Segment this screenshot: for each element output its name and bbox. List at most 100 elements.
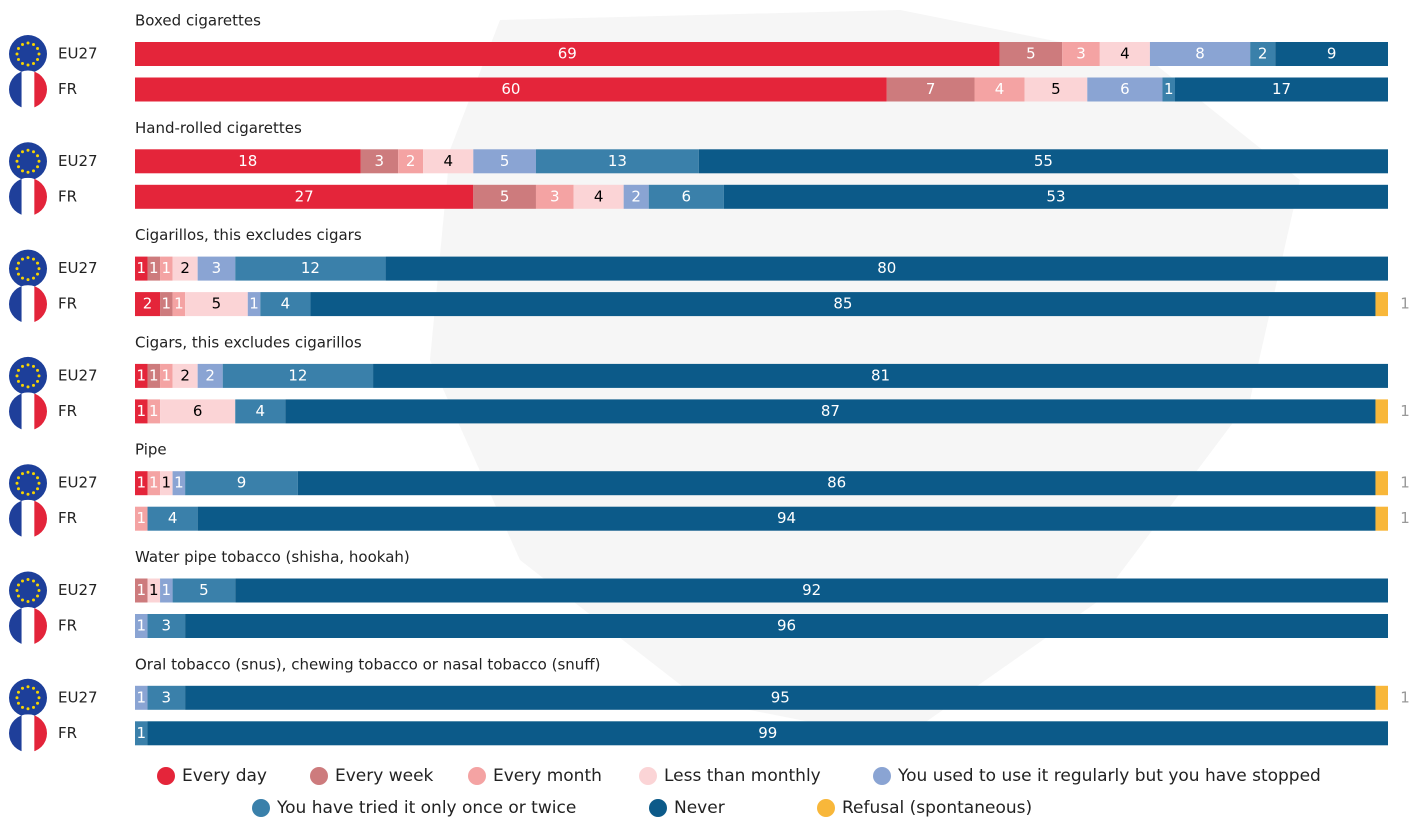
eu-star xyxy=(26,148,30,152)
legend-label: You used to use it regularly but you hav… xyxy=(897,766,1321,786)
value-label: 6 xyxy=(193,402,203,420)
value-label: 1 xyxy=(1400,688,1410,706)
value-label: 1 xyxy=(136,402,146,420)
group-label: Hand-rolled cigarettes xyxy=(135,119,302,137)
bar-segment xyxy=(160,471,173,496)
bar-segment xyxy=(172,471,186,496)
value-label: 1 xyxy=(1400,402,1410,420)
fr-blue xyxy=(9,70,22,109)
value-label: 7 xyxy=(926,80,936,98)
eu-star xyxy=(36,701,40,705)
eu-star xyxy=(15,696,19,700)
bar-segment xyxy=(185,292,248,317)
bar-segment xyxy=(398,149,424,174)
value-label: 5 xyxy=(199,581,209,599)
value-label: 92 xyxy=(802,581,821,599)
value-label: 53 xyxy=(1046,187,1065,205)
row-label: FR xyxy=(58,617,77,635)
fr-blue xyxy=(9,607,22,645)
bar-segment xyxy=(373,363,1388,388)
value-label: 1 xyxy=(162,474,172,492)
eu-star xyxy=(15,159,19,163)
fr-red xyxy=(34,607,47,645)
bar-segment xyxy=(160,399,236,424)
bar-segment xyxy=(172,256,198,281)
value-label: 95 xyxy=(771,688,790,706)
eu-star xyxy=(37,52,41,56)
eu-star xyxy=(36,58,40,61)
eu-flag xyxy=(9,142,47,181)
bar-segment xyxy=(197,256,236,281)
fr-white xyxy=(21,714,35,753)
eu-star xyxy=(32,364,35,368)
value-label: 17 xyxy=(1272,80,1291,98)
legend-swatch xyxy=(873,767,891,785)
bar-segment xyxy=(648,184,724,209)
bar-segment xyxy=(235,399,286,424)
bar-segment xyxy=(147,256,161,281)
bar-segment xyxy=(1375,506,1388,531)
eu-flag xyxy=(9,571,47,610)
value-label: 1 xyxy=(174,295,184,313)
value-label: 1 xyxy=(174,474,184,492)
eu-star xyxy=(26,170,30,174)
value-label: 27 xyxy=(295,187,314,205)
eu-star xyxy=(26,63,30,67)
eu-star xyxy=(15,52,19,56)
bar-segment xyxy=(698,149,1388,174)
row-label: FR xyxy=(58,295,77,313)
eu-star xyxy=(15,589,19,592)
eu-star xyxy=(37,589,41,592)
bar-segment xyxy=(147,721,1388,746)
eu-star xyxy=(21,150,24,154)
eu-star xyxy=(36,47,40,50)
row-label: EU27 xyxy=(58,474,98,492)
value-label: 55 xyxy=(1034,152,1053,170)
row-label: EU27 xyxy=(58,688,98,706)
eu-star xyxy=(16,476,20,480)
eu-star xyxy=(16,47,20,50)
value-label: 96 xyxy=(777,617,796,635)
eu-flag xyxy=(9,464,47,503)
value-label: 1 xyxy=(136,474,146,492)
value-label: 2 xyxy=(205,366,215,384)
row-label: EU27 xyxy=(58,45,98,63)
bar-segment xyxy=(1087,77,1163,102)
value-label: 18 xyxy=(238,152,257,170)
eu-star xyxy=(21,257,24,261)
eu-star xyxy=(21,169,24,173)
value-label: 8 xyxy=(1195,45,1205,63)
bar-segment xyxy=(135,363,148,388)
value-label: 1 xyxy=(136,259,146,277)
eu-star xyxy=(32,472,35,476)
group-label: Cigarillos, this excludes cigars xyxy=(135,226,362,244)
bar-segment xyxy=(623,184,649,209)
legend-label: Every week xyxy=(335,766,434,786)
bar-segment xyxy=(135,685,148,710)
bar-segment xyxy=(135,721,148,746)
eu-star xyxy=(32,276,35,280)
eu-star xyxy=(16,379,20,383)
fr-red xyxy=(34,714,47,753)
legend-swatch xyxy=(639,767,657,785)
eu-star xyxy=(32,257,35,261)
row-label: EU27 xyxy=(58,581,98,599)
eu-star xyxy=(36,272,40,276)
value-label: 2 xyxy=(180,259,190,277)
value-label: 4 xyxy=(443,152,453,170)
bar-segment xyxy=(135,149,361,174)
bar-segment xyxy=(185,471,298,496)
eu-star xyxy=(26,707,30,711)
eu-star xyxy=(37,696,41,700)
eu-star xyxy=(16,272,20,276)
bar-segment xyxy=(147,614,186,638)
fr-red xyxy=(34,499,47,538)
value-label: 2 xyxy=(1258,45,1268,63)
bar-segment xyxy=(360,149,399,174)
fr-flag xyxy=(9,714,47,753)
value-label: 1 xyxy=(149,366,159,384)
bar-segment xyxy=(135,399,148,424)
bar-segment xyxy=(160,578,173,603)
bar-segment xyxy=(886,77,975,102)
eu-star xyxy=(26,363,30,367)
